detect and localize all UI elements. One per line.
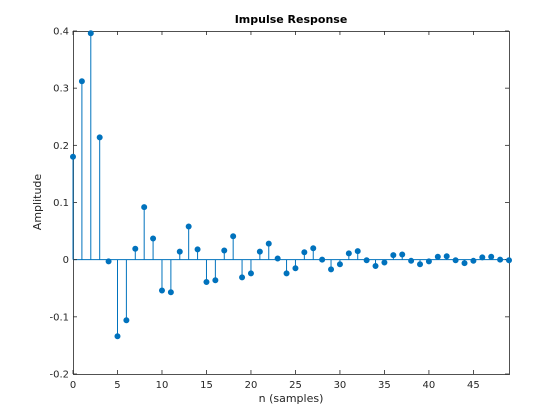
y-tick-label: 0.4 [53,27,69,38]
stem-marker [256,248,263,255]
stem-marker [479,254,486,261]
stem-marker [114,333,121,340]
x-tick-label: 20 [245,380,258,391]
stem-marker [310,245,317,252]
stem-marker [505,257,512,264]
stem-marker [497,256,504,263]
x-axis-label: n (samples) [258,392,324,405]
stem-marker [488,253,495,260]
stem-marker [301,249,308,256]
x-tick-label: 45 [467,380,480,391]
x-tick-label: 35 [378,380,391,391]
stem-marker [292,265,299,272]
stem-marker [328,266,335,273]
stem-marker [363,257,370,264]
stem-marker [78,78,85,85]
stem-marker [336,261,343,268]
stem-marker [167,289,174,296]
stem-marker [247,270,254,277]
stem-marker [194,246,201,253]
x-tick-label: 10 [156,380,169,391]
stem-marker [425,258,432,265]
stem-marker [319,256,326,263]
stem-marker [283,270,290,277]
y-axis-label: Amplitude [31,173,44,231]
stem-marker [417,261,424,268]
y-tick-label: -0.1 [49,312,69,323]
stem-marker [470,257,477,264]
stem-marker [105,258,112,265]
y-tick-label: 0.3 [53,84,69,95]
y-tick-label: 0.2 [53,141,69,152]
stem-marker [354,248,361,255]
stem-marker [390,252,397,259]
stem-marker [381,259,388,266]
stem-marker [212,277,219,284]
stem-marker [434,253,441,260]
stem-marker [185,223,192,230]
stem-marker [399,251,406,258]
stem-marker [345,250,352,257]
x-tick-label: 30 [334,380,347,391]
x-tick-label: 15 [200,380,213,391]
stem-marker [70,153,77,160]
stem-marker [203,278,210,285]
stem-marker [274,255,281,262]
stem-marker [221,247,228,254]
y-tick-label: -0.2 [49,370,69,381]
stem-marker [461,260,468,267]
stem-marker [265,240,272,247]
stem-marker [443,253,450,260]
stem-marker [132,245,139,252]
stem-marker [96,134,103,141]
y-tick-label: 0 [63,255,69,266]
x-tick-label: 5 [114,380,120,391]
stem-marker [141,204,148,211]
stem-marker [408,257,415,264]
stem-marker [123,317,130,324]
stem-marker [176,248,183,255]
stem-marker [230,233,237,240]
stem-marker [372,262,379,269]
stem-marker [87,30,94,37]
stem-marker [150,235,157,242]
axes-box [73,31,510,375]
stem-marker [158,287,165,294]
chart-title: Impulse Response [234,13,348,26]
x-tick-label: 0 [70,380,76,391]
y-tick-label: 0.1 [53,198,69,209]
stem-marker [452,257,459,264]
x-tick-label: 25 [289,380,302,391]
x-tick-label: 40 [423,380,436,391]
stem-marker [239,274,246,281]
